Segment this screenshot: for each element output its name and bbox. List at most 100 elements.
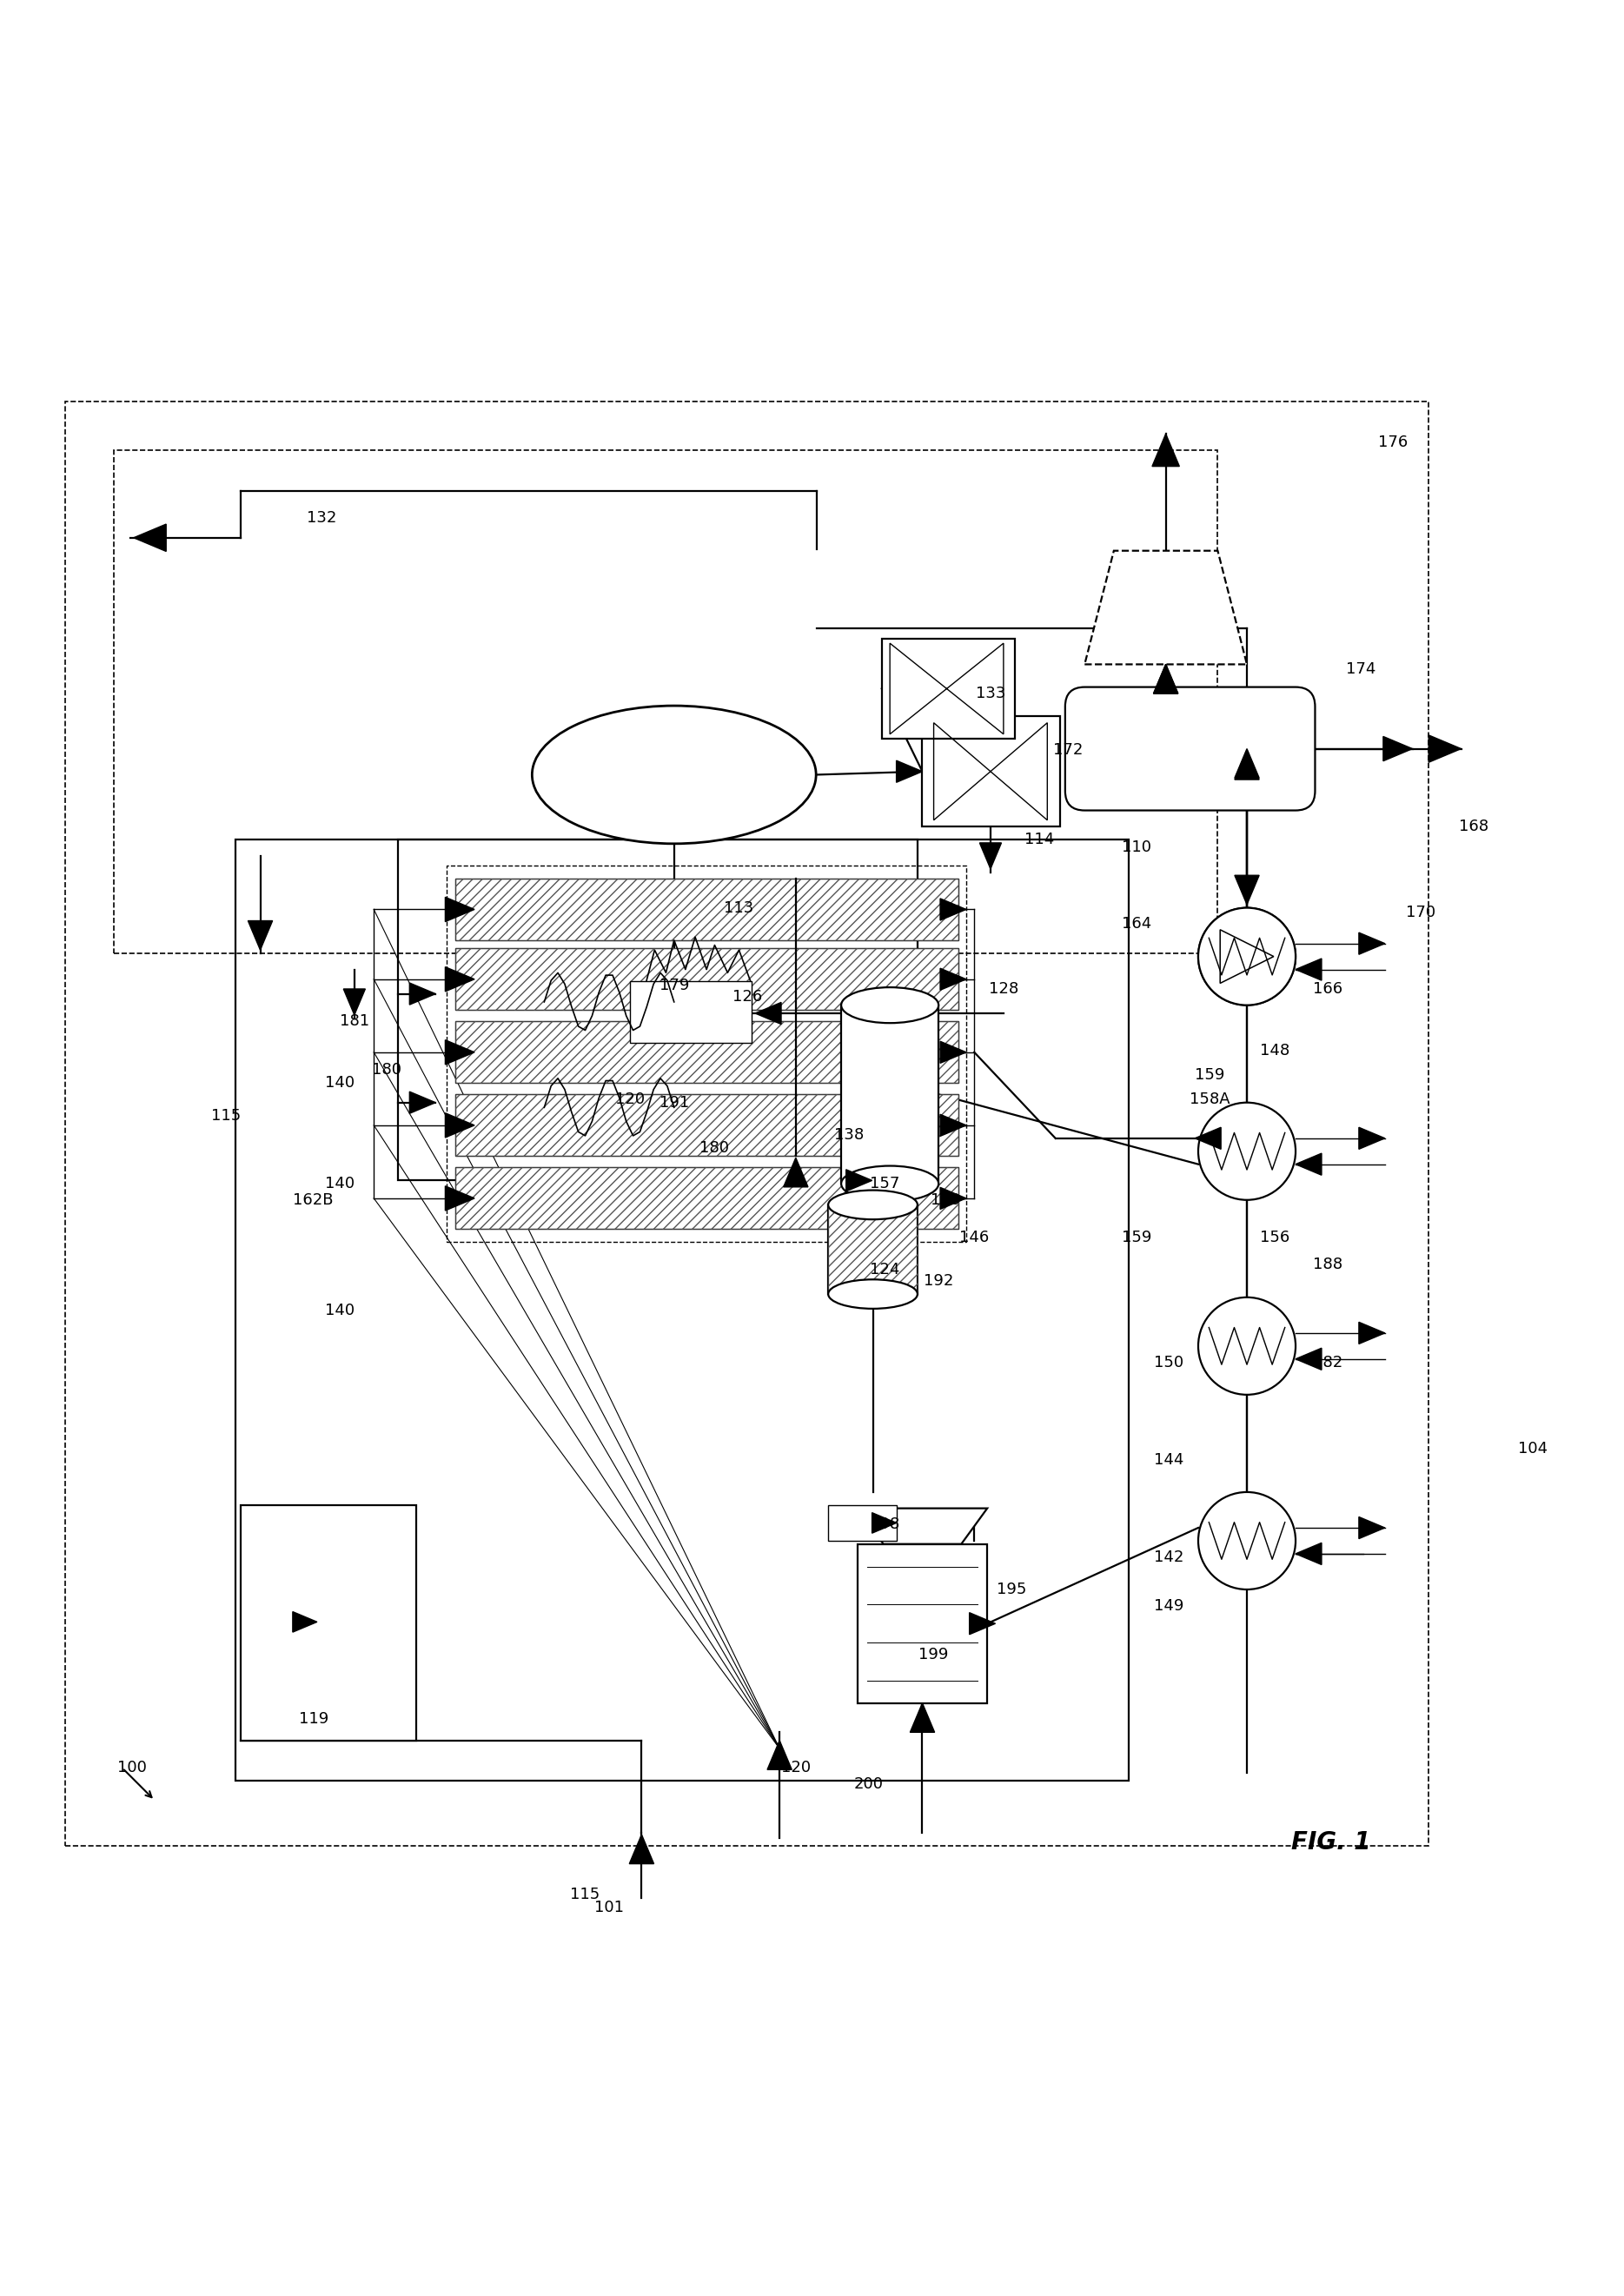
- Bar: [630, 980, 752, 1042]
- Polygon shape: [857, 1508, 987, 1543]
- Text: 166: 166: [1314, 980, 1343, 996]
- Polygon shape: [1429, 735, 1462, 762]
- Text: 132: 132: [307, 510, 336, 526]
- Polygon shape: [970, 1612, 996, 1635]
- Polygon shape: [1234, 875, 1259, 905]
- Text: 180: 180: [372, 1063, 401, 1077]
- Text: 114: 114: [1025, 831, 1054, 847]
- Text: 162B: 162B: [292, 1192, 333, 1208]
- Text: 195: 195: [997, 1582, 1026, 1598]
- Text: 104: 104: [1518, 1440, 1548, 1456]
- Circle shape: [1199, 1492, 1296, 1589]
- Text: 115: 115: [570, 1887, 599, 1903]
- Text: 198: 198: [870, 1518, 900, 1531]
- Bar: [235, 840, 1129, 1782]
- Text: 128: 128: [989, 980, 1018, 996]
- Ellipse shape: [828, 1279, 918, 1309]
- Text: 192: 192: [924, 1274, 953, 1288]
- Bar: [882, 638, 1015, 739]
- Bar: [455, 1166, 958, 1228]
- Polygon shape: [1153, 664, 1177, 693]
- Polygon shape: [1296, 1153, 1322, 1176]
- Polygon shape: [1359, 1322, 1385, 1343]
- Bar: [828, 1506, 896, 1541]
- Text: FIG. 1: FIG. 1: [1291, 1830, 1371, 1855]
- Bar: [455, 1095, 958, 1157]
- Text: 199: 199: [919, 1646, 948, 1662]
- Bar: [455, 1022, 958, 1084]
- Text: 179: 179: [659, 978, 689, 994]
- Text: 157: 157: [870, 1176, 900, 1192]
- Text: 140: 140: [325, 1302, 354, 1318]
- Text: 168: 168: [1460, 820, 1489, 833]
- Circle shape: [1199, 907, 1296, 1006]
- Ellipse shape: [841, 1166, 939, 1201]
- Polygon shape: [846, 1169, 872, 1192]
- Text: 170: 170: [1406, 905, 1436, 921]
- Bar: [447, 866, 966, 1242]
- Bar: [455, 1022, 958, 1084]
- Polygon shape: [1296, 1348, 1322, 1371]
- Polygon shape: [1359, 1127, 1385, 1150]
- Polygon shape: [409, 983, 435, 1006]
- Text: 142: 142: [1155, 1550, 1184, 1566]
- Polygon shape: [445, 1114, 474, 1137]
- Text: 148: 148: [1260, 1042, 1289, 1058]
- Text: 182: 182: [1314, 1355, 1343, 1371]
- Text: 146: 146: [960, 1228, 989, 1244]
- Polygon shape: [1153, 664, 1177, 693]
- Polygon shape: [940, 1114, 966, 1137]
- Polygon shape: [767, 1740, 793, 1770]
- Text: 100: 100: [117, 1761, 146, 1775]
- Text: 133: 133: [976, 687, 1005, 700]
- Bar: [828, 1205, 918, 1295]
- Text: 191: 191: [659, 1095, 689, 1111]
- Polygon shape: [1359, 932, 1385, 955]
- Text: 159: 159: [1195, 1068, 1224, 1084]
- Text: 140: 140: [325, 1075, 354, 1091]
- Text: 150: 150: [1155, 1355, 1184, 1371]
- Text: 119: 119: [299, 1711, 328, 1727]
- Text: 174: 174: [1346, 661, 1376, 677]
- Text: 158A: 158A: [1189, 1091, 1229, 1107]
- Text: 124: 124: [870, 1263, 900, 1277]
- Text: 180: 180: [700, 1141, 729, 1155]
- Polygon shape: [445, 967, 474, 992]
- Text: 126: 126: [732, 990, 762, 1006]
- Text: 200: 200: [854, 1777, 883, 1793]
- Polygon shape: [940, 969, 966, 990]
- Text: 149: 149: [1155, 1598, 1184, 1614]
- Circle shape: [1199, 1297, 1296, 1394]
- Bar: [841, 1006, 939, 1185]
- Text: 164: 164: [1122, 916, 1151, 932]
- Bar: [114, 450, 1218, 953]
- Polygon shape: [1384, 737, 1413, 760]
- Bar: [455, 1166, 958, 1228]
- Polygon shape: [755, 1003, 781, 1024]
- Polygon shape: [409, 1091, 435, 1114]
- Bar: [455, 1095, 958, 1157]
- Polygon shape: [1234, 751, 1259, 781]
- Polygon shape: [292, 1612, 317, 1632]
- Polygon shape: [630, 1835, 654, 1864]
- Text: 113: 113: [724, 900, 754, 916]
- Polygon shape: [1296, 1543, 1322, 1564]
- Polygon shape: [940, 1042, 966, 1063]
- Text: 176: 176: [1379, 434, 1408, 450]
- Bar: [922, 716, 1060, 827]
- Text: 120: 120: [615, 1091, 645, 1107]
- Bar: [455, 948, 958, 1010]
- Text: 138: 138: [835, 1127, 864, 1143]
- Bar: [857, 1543, 987, 1704]
- Polygon shape: [909, 1704, 935, 1731]
- Polygon shape: [872, 1513, 896, 1534]
- Text: 159: 159: [1122, 1228, 1151, 1244]
- Text: 190: 190: [931, 1192, 960, 1208]
- Polygon shape: [1085, 551, 1247, 664]
- Ellipse shape: [841, 987, 939, 1024]
- Polygon shape: [343, 990, 365, 1015]
- Polygon shape: [1195, 1127, 1221, 1150]
- Text: 101: 101: [594, 1899, 624, 1915]
- Text: 188: 188: [1314, 1256, 1343, 1272]
- Polygon shape: [1151, 434, 1179, 466]
